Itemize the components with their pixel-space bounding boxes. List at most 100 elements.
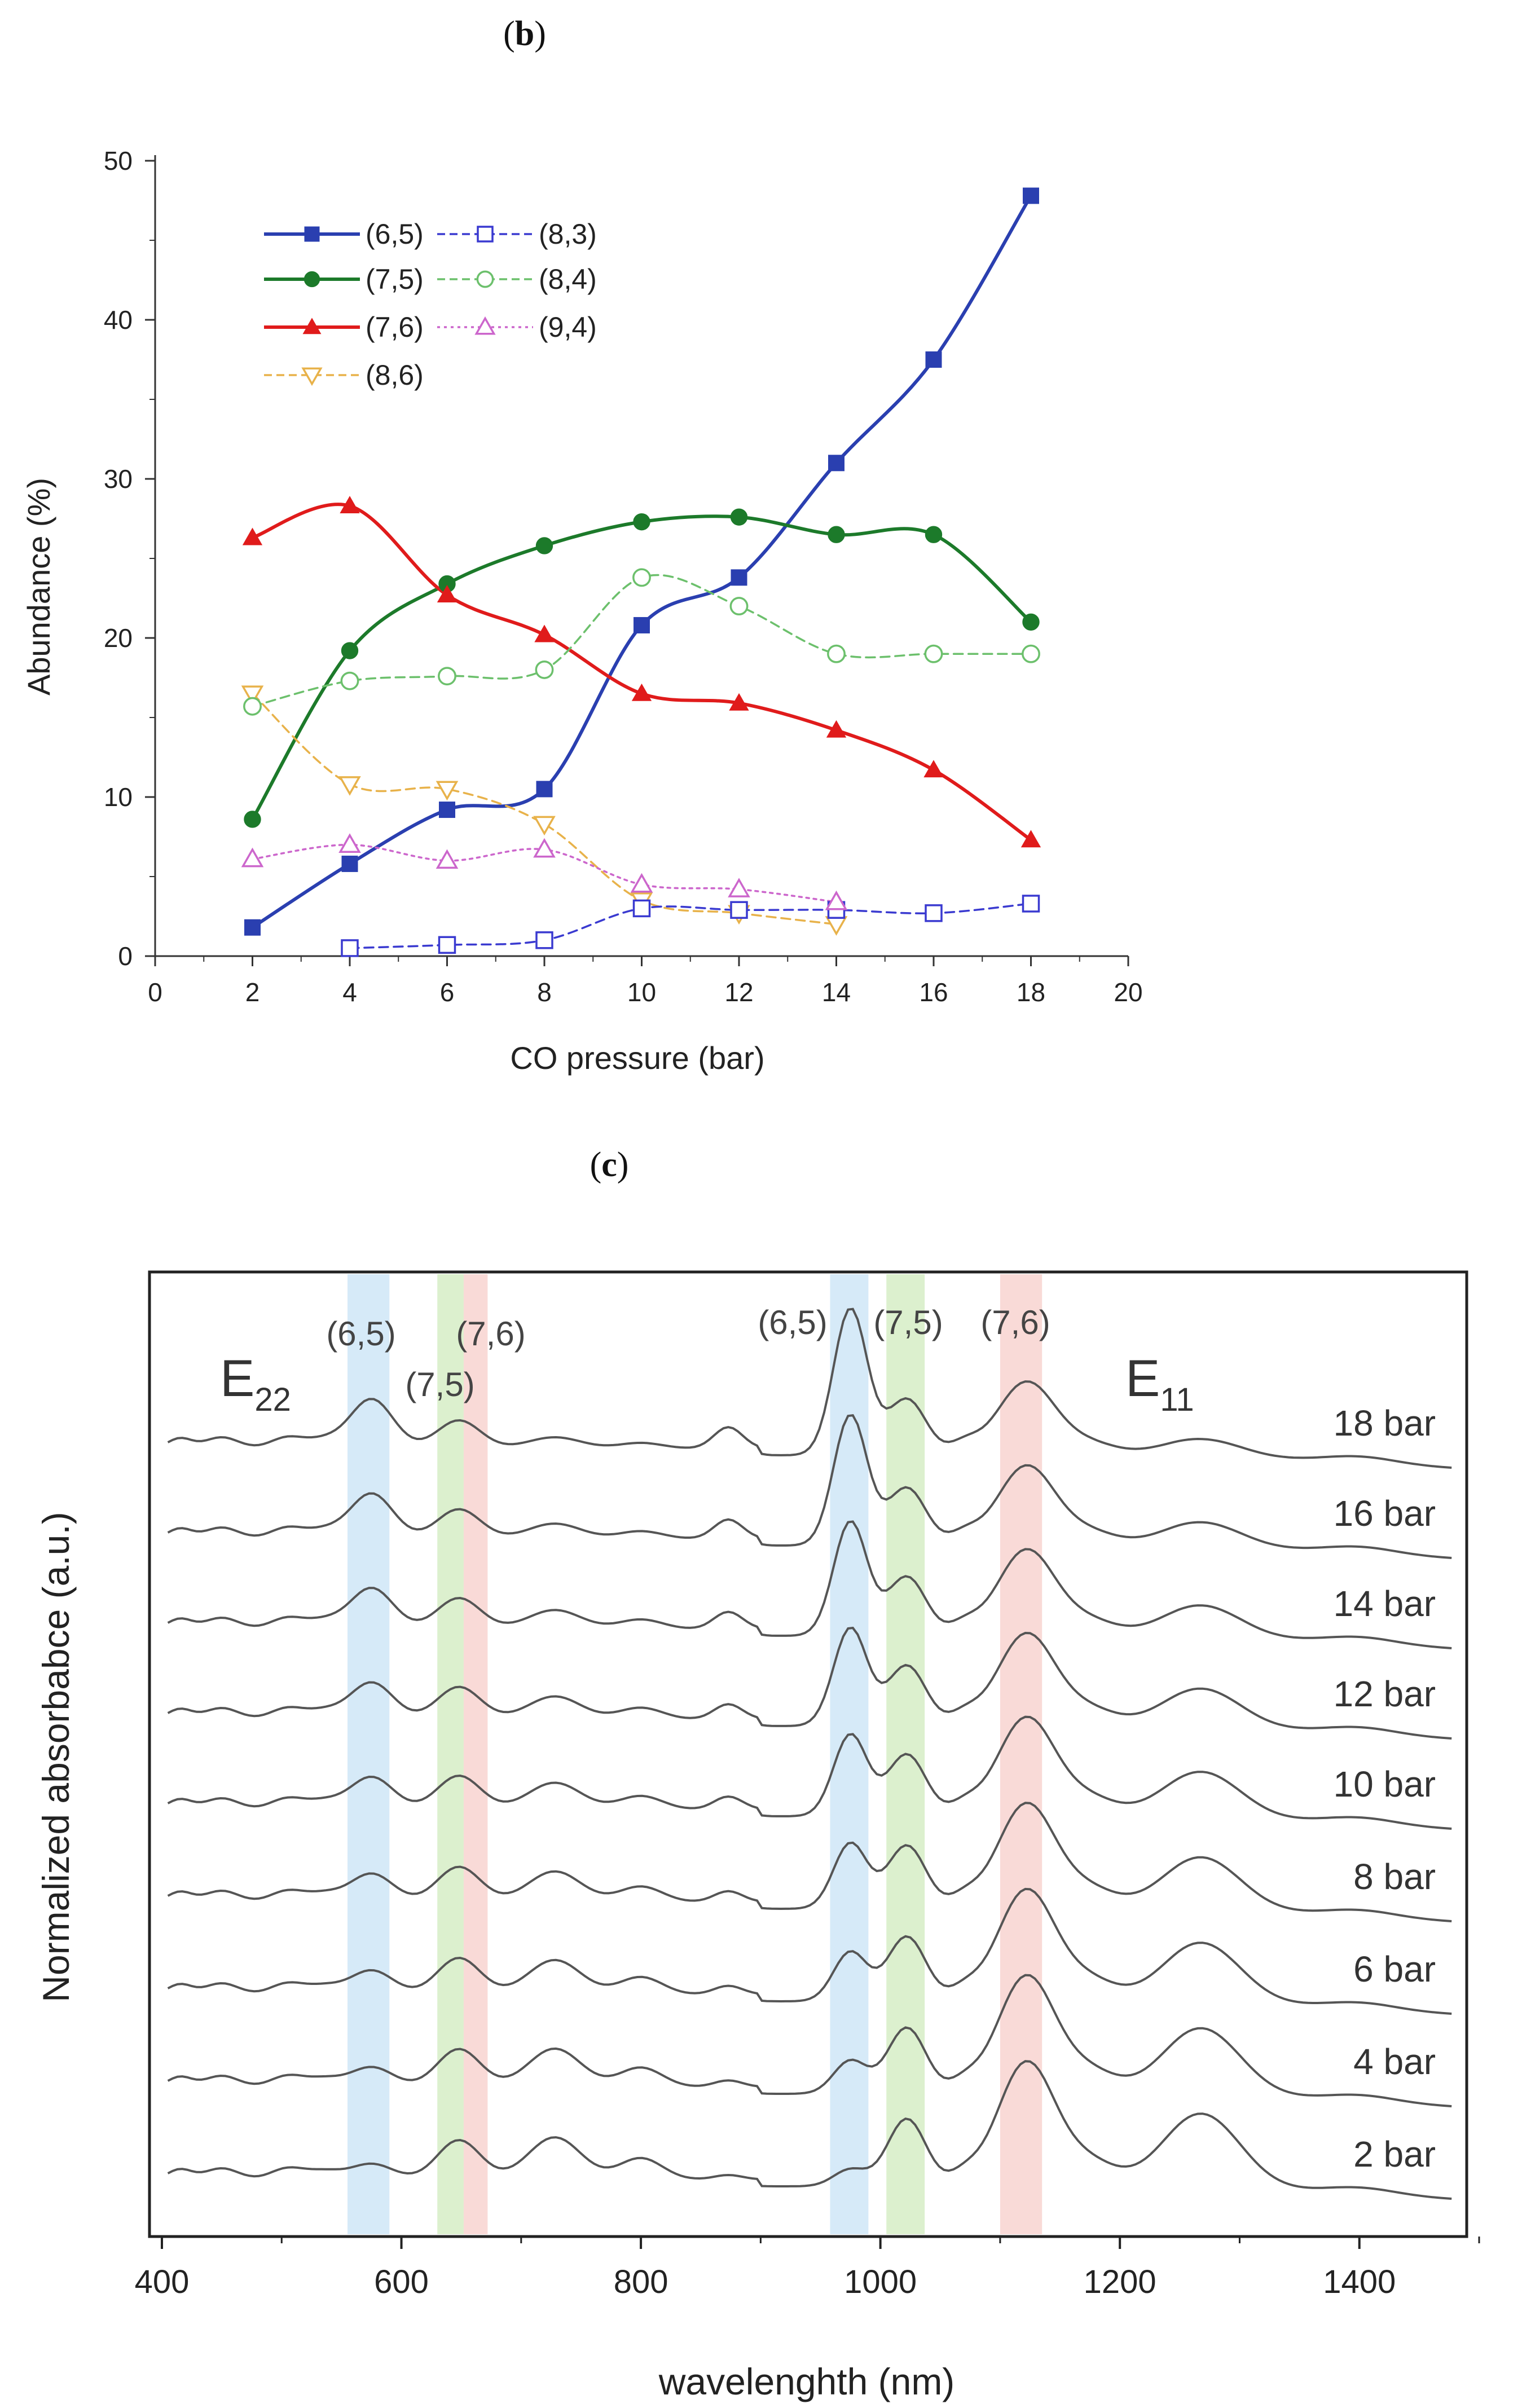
x-tick-label: 4 bbox=[342, 978, 357, 1007]
panel-c-xlabel: wavelenghth (nm) bbox=[658, 2361, 955, 2402]
data-point bbox=[634, 617, 650, 633]
pressure-label: 18 bar bbox=[1334, 1403, 1436, 1443]
absorption-band bbox=[437, 1274, 464, 2234]
x-tick-label: 400 bbox=[135, 2264, 190, 2300]
x-tick-label: 0 bbox=[148, 978, 162, 1007]
band-label: (7,6) bbox=[456, 1315, 525, 1353]
data-point bbox=[632, 568, 651, 587]
x-tick-label: 800 bbox=[614, 2264, 668, 2300]
legend-label: (7,6) bbox=[366, 311, 424, 343]
y-tick-label: 20 bbox=[104, 623, 133, 653]
legend-label: (8,6) bbox=[366, 359, 424, 391]
absorption-band bbox=[347, 1274, 390, 2234]
panel-c: (c) 400 600 800 1000 1200 1400 18 bar 16 bar 14… bbox=[35, 1146, 1480, 2402]
data-point bbox=[729, 597, 749, 616]
pressure-label: 4 bar bbox=[1353, 2041, 1436, 2082]
absorption-band bbox=[463, 1274, 488, 2234]
data-point bbox=[828, 455, 844, 472]
data-point bbox=[241, 685, 264, 706]
absorption-band bbox=[830, 1274, 869, 2234]
x-tick-label: 2 bbox=[245, 978, 260, 1007]
data-point bbox=[341, 642, 359, 659]
data-point bbox=[439, 802, 455, 818]
data-point bbox=[535, 931, 553, 949]
x-tick-label: 16 bbox=[919, 978, 948, 1007]
legend-label: (8,4) bbox=[539, 263, 597, 295]
data-point bbox=[244, 919, 261, 936]
data-point bbox=[925, 904, 943, 922]
data-point bbox=[533, 816, 556, 836]
e11-subscript: 11 bbox=[1160, 1381, 1194, 1418]
x-tick-label: 12 bbox=[724, 978, 753, 1007]
data-point bbox=[437, 585, 458, 602]
data-point bbox=[244, 811, 261, 828]
x-tick-label: 20 bbox=[1114, 978, 1142, 1007]
absorbance-spectrum bbox=[167, 1715, 1452, 1830]
data-point bbox=[534, 624, 555, 642]
data-point bbox=[1022, 644, 1040, 663]
legend-marker bbox=[477, 226, 494, 243]
panel-b-legend: (6,5) (7,5) (7,6) (8,6) (8,3) (8,4) (9,4) bbox=[264, 218, 597, 391]
pressure-label: 6 bar bbox=[1353, 1949, 1436, 1989]
data-point bbox=[826, 720, 847, 738]
data-point bbox=[828, 526, 845, 543]
data-point bbox=[1023, 187, 1039, 204]
legend-marker bbox=[304, 226, 320, 242]
data-point bbox=[633, 513, 650, 531]
band-label: (7,5) bbox=[405, 1366, 474, 1403]
series-line bbox=[250, 194, 1033, 930]
panel-b: (b) 0 2 4 6 8 10 12 14 16 18 20 0 10 20 30 40 50 (6,5) (7… bbox=[21, 15, 1143, 1076]
legend-label: (6,5) bbox=[366, 218, 424, 250]
legend-label: (9,4) bbox=[539, 311, 597, 343]
panel-b-xlabel: CO pressure (bar) bbox=[510, 1040, 764, 1076]
data-point bbox=[1020, 830, 1041, 848]
panel-b-ylabel: Abundance (%) bbox=[21, 478, 56, 695]
data-point bbox=[630, 873, 653, 893]
legend-marker bbox=[302, 318, 322, 334]
data-point bbox=[242, 527, 263, 545]
y-tick-label: 10 bbox=[104, 782, 133, 812]
panel-c-bands bbox=[347, 1274, 1042, 2234]
data-point bbox=[632, 899, 651, 918]
data-point bbox=[925, 351, 942, 368]
band-label: (7,6) bbox=[980, 1304, 1050, 1341]
absorbance-spectrum bbox=[167, 1974, 1452, 2107]
absorbance-spectrum bbox=[167, 1308, 1452, 1469]
legend-marker bbox=[301, 367, 323, 386]
data-point bbox=[436, 781, 459, 801]
data-point bbox=[436, 849, 459, 869]
absorbance-spectrum bbox=[167, 1520, 1452, 1649]
data-point bbox=[731, 569, 747, 586]
band-label: (6,5) bbox=[758, 1304, 827, 1341]
data-point bbox=[631, 683, 652, 701]
legend-label: (7,5) bbox=[366, 263, 424, 295]
data-point bbox=[243, 697, 262, 716]
x-tick-label: 1200 bbox=[1084, 2264, 1156, 2300]
band-label: (6,5) bbox=[326, 1315, 395, 1353]
x-tick-label: 6 bbox=[440, 978, 455, 1007]
series-line bbox=[349, 903, 1032, 949]
panel-c-spectra bbox=[167, 1308, 1452, 2200]
data-point bbox=[536, 781, 553, 798]
data-point bbox=[730, 901, 748, 919]
x-tick-label: 18 bbox=[1017, 978, 1045, 1007]
data-point bbox=[341, 855, 358, 872]
y-tick-label: 0 bbox=[118, 941, 133, 971]
pressure-label: 14 bar bbox=[1334, 1583, 1436, 1624]
data-point bbox=[728, 878, 750, 897]
absorbance-spectrum bbox=[167, 1802, 1452, 1922]
x-tick-label: 10 bbox=[627, 978, 656, 1007]
panel-c-label: (c) bbox=[590, 1146, 629, 1184]
absorbance-spectrum bbox=[167, 1626, 1452, 1740]
data-point bbox=[340, 671, 359, 690]
data-point bbox=[438, 936, 456, 954]
data-point bbox=[730, 508, 748, 526]
panel-b-markers bbox=[241, 187, 1041, 957]
data-point bbox=[1022, 895, 1040, 913]
data-point bbox=[535, 660, 554, 679]
x-tick-label: 1000 bbox=[844, 2264, 917, 2300]
legend-marker bbox=[474, 316, 496, 335]
data-point bbox=[338, 776, 361, 796]
legend-marker bbox=[303, 271, 320, 288]
pressure-label: 12 bar bbox=[1334, 1674, 1436, 1714]
